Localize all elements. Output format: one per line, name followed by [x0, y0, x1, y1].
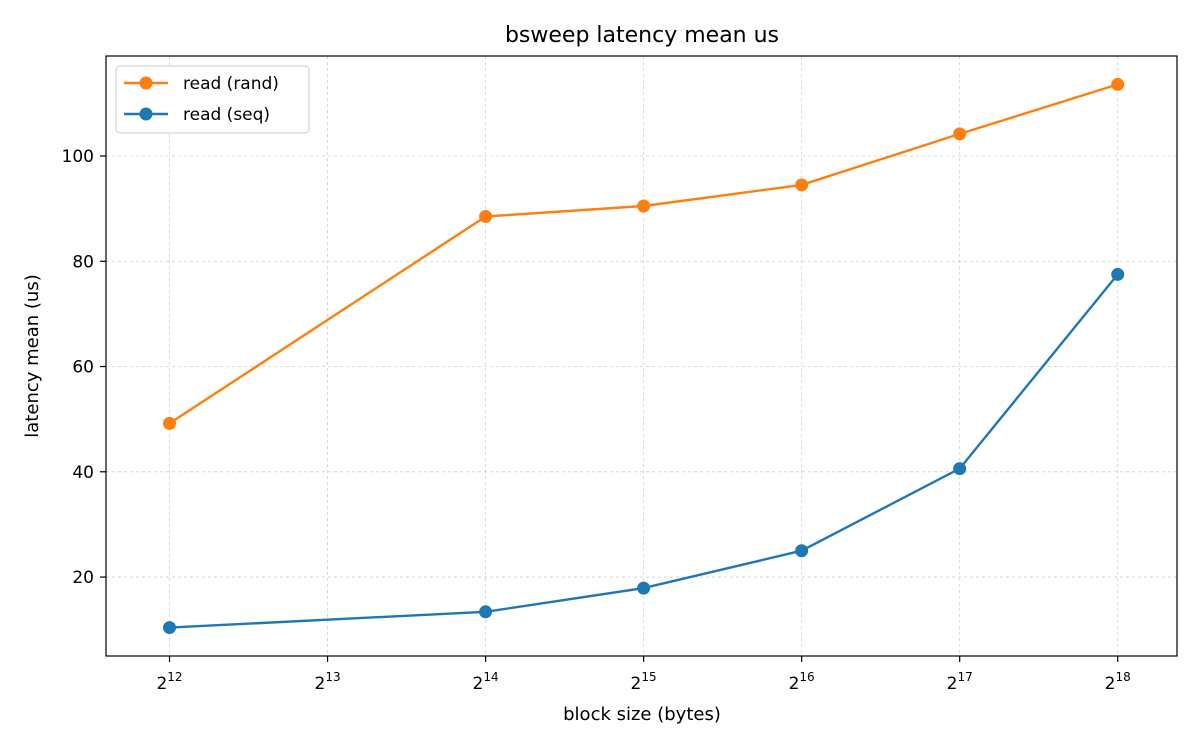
x-tick-label-base: 2 — [947, 674, 958, 694]
x-tick-label-exponent: 17 — [957, 670, 972, 684]
legend-label: read (seq) — [183, 105, 270, 125]
series-lines — [163, 77, 1125, 635]
data-point — [479, 210, 493, 224]
x-tick-label: 218 — [1105, 670, 1131, 694]
data-point — [637, 199, 651, 213]
data-point — [479, 605, 493, 619]
legend: read (rand) read (seq) — [115, 65, 310, 134]
x-tick-label: 213 — [314, 670, 340, 694]
x-tick-label-base: 2 — [156, 674, 167, 694]
y-tick-label: 20 — [72, 568, 94, 588]
data-point — [1111, 77, 1125, 91]
legend-label: read (rand) — [183, 74, 279, 94]
x-tick-label: 216 — [789, 670, 815, 694]
data-point — [163, 416, 177, 430]
data-point — [953, 462, 967, 476]
y-tick-label: 100 — [62, 147, 94, 167]
x-tick-label-exponent: 14 — [483, 670, 498, 684]
x-tick-label-exponent: 13 — [325, 670, 340, 684]
y-tick-label: 80 — [72, 252, 94, 272]
x-tick-label: 217 — [947, 670, 973, 694]
x-tick-label-base: 2 — [473, 674, 484, 694]
data-point — [637, 581, 651, 595]
data-point — [795, 178, 809, 192]
grid-lines — [106, 56, 1177, 656]
x-axis-label: block size (bytes) — [563, 704, 721, 725]
x-tick-label-base: 2 — [631, 674, 642, 694]
legend-item: read (seq) — [124, 105, 270, 125]
legend-item: read (rand) — [124, 74, 279, 94]
x-tick-label-base: 2 — [1105, 674, 1116, 694]
y-axis-label: latency mean (us) — [22, 274, 43, 437]
data-point — [953, 127, 967, 141]
x-tick-label-base: 2 — [789, 674, 800, 694]
chart-title: bsweep latency mean us — [505, 23, 779, 48]
legend-marker — [139, 76, 153, 90]
x-tick-label: 212 — [156, 670, 182, 694]
series-line — [168, 83, 1119, 425]
y-tick-label: 40 — [72, 463, 94, 483]
x-tick-label-exponent: 16 — [799, 670, 814, 684]
x-tick-label: 214 — [473, 670, 499, 694]
x-tick-label-exponent: 18 — [1115, 670, 1130, 684]
x-tick-label-exponent: 15 — [641, 670, 656, 684]
x-tick-label-base: 2 — [314, 674, 325, 694]
data-point — [795, 544, 809, 558]
series-0 — [163, 77, 1125, 430]
data-point — [163, 621, 177, 635]
legend-marker — [139, 107, 153, 121]
plot-frame — [105, 55, 1178, 657]
x-tick-label: 215 — [631, 670, 657, 694]
y-tick-label: 60 — [72, 358, 94, 378]
x-tick-label-exponent: 12 — [167, 670, 182, 684]
data-point — [1111, 267, 1125, 281]
series-line — [169, 273, 1119, 629]
series-1 — [163, 267, 1125, 635]
